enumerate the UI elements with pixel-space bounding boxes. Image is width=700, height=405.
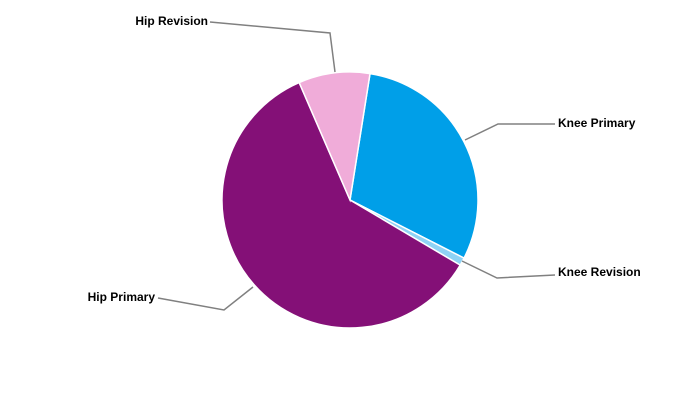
pie-slice bbox=[221, 81, 462, 329]
leader-line bbox=[157, 286, 254, 311]
leader-line bbox=[464, 123, 555, 141]
pie-slice bbox=[298, 71, 371, 203]
slice-label: Hip Revision bbox=[135, 14, 208, 28]
slice-label: Knee Revision bbox=[558, 265, 641, 279]
leader-line bbox=[461, 260, 556, 279]
slice-label: Knee Primary bbox=[558, 116, 636, 130]
leader-line bbox=[209, 21, 336, 73]
pie-slice bbox=[349, 72, 479, 260]
slice-label: Hip Primary bbox=[88, 290, 156, 304]
